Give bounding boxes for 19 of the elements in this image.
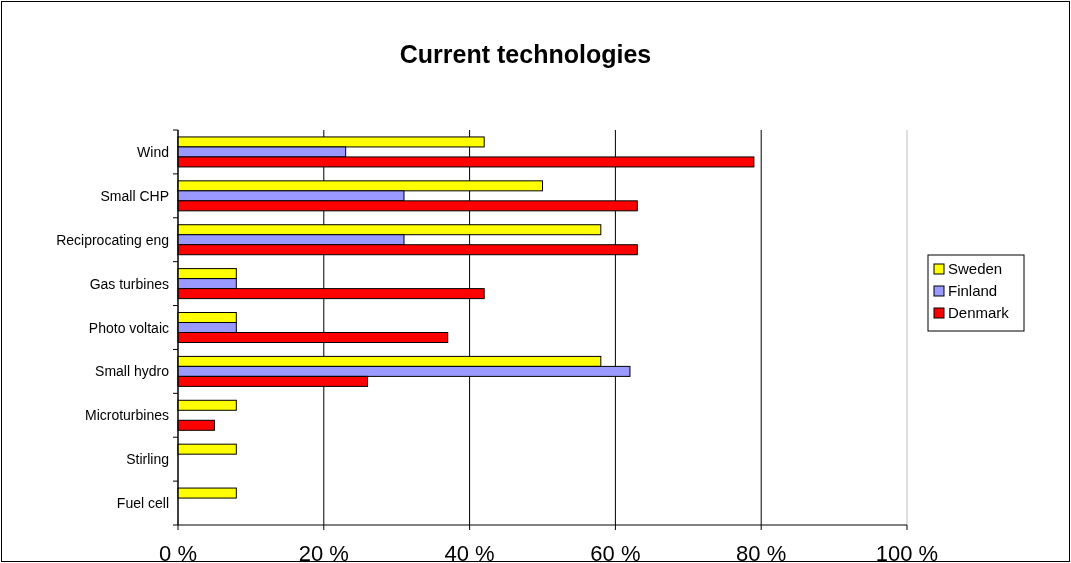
x-tick-label: 40 % xyxy=(444,541,495,563)
x-tick-label: 20 % xyxy=(298,541,349,563)
y-tick-label: Small hydro xyxy=(95,363,170,380)
x-tick-label: 80 % xyxy=(736,541,787,563)
y-tick-label: Gas turbines xyxy=(89,275,169,292)
x-tick-label: 100 % xyxy=(875,541,939,563)
y-tick-label: Wind xyxy=(137,143,169,160)
legend-label: Finland xyxy=(948,282,998,299)
y-tick-label: Small CHP xyxy=(100,187,169,204)
x-tick-label: 60 % xyxy=(590,541,641,563)
x-tick-label: 0 % xyxy=(159,541,197,563)
y-tick-label: Reciprocating eng xyxy=(56,231,169,248)
y-tick-label: Fuel cell xyxy=(116,495,169,512)
chart-title: Current technologies xyxy=(399,40,652,68)
legend-label: Sweden xyxy=(948,260,1003,277)
y-tick-label: Photo voltaic xyxy=(88,319,169,336)
legend-label: Denmark xyxy=(948,304,1010,321)
y-tick-label: Stirling xyxy=(126,451,169,468)
y-tick-label: Microturbines xyxy=(84,407,169,424)
